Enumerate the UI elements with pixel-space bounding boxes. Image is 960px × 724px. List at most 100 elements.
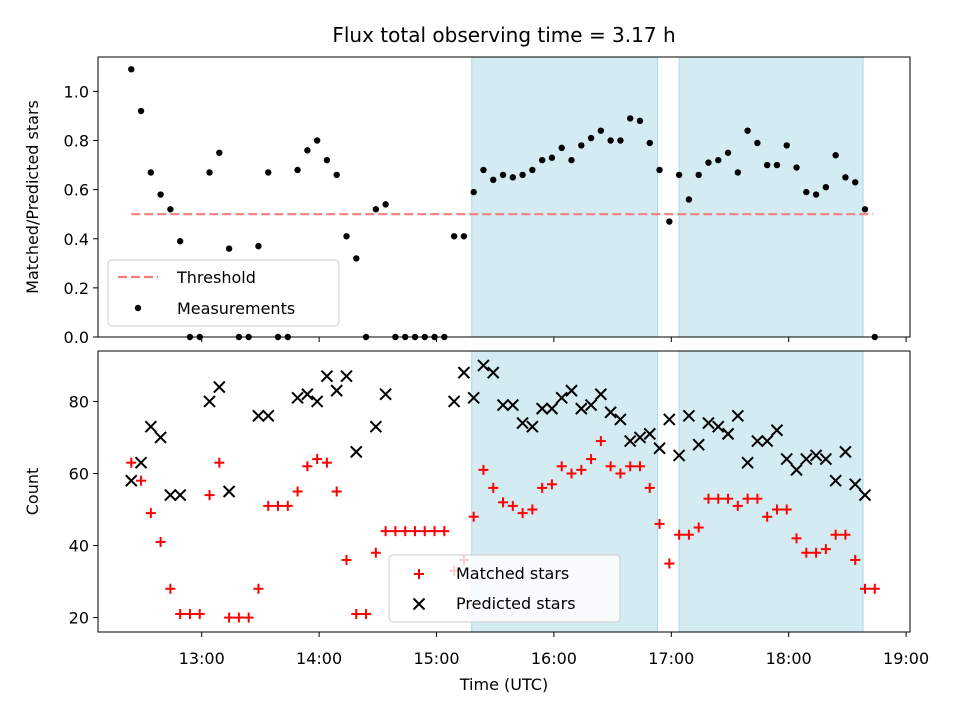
measurement-point [607,137,614,144]
measurement-point [304,147,311,154]
x-axis-ticks: 13:00 14:00 15:00 16:00 17:00 18:00 19:00 [179,649,929,668]
shaded-interval-1 [471,56,659,338]
matched-star-point [811,547,822,558]
matched-star-point [566,468,577,479]
predicted-star-point [623,434,637,448]
matched-star-point [507,500,518,511]
measurement-point [490,176,497,184]
y-tick-label: 0.2 [64,279,89,298]
matched-star-point [537,482,548,493]
predicted-star-point [555,391,568,405]
bottom-axes-frame [97,350,911,633]
shaded-interval-2 [678,350,864,633]
measurement-point [646,139,653,147]
measurement-point [783,142,790,149]
x-tick-label: 16:00 [531,649,577,668]
predicted-star-point [712,420,725,433]
predicted-star-point [839,445,852,459]
measurement-point [695,171,702,179]
matched-star-point [723,493,734,504]
measurement-point [842,174,849,181]
measurement-point [225,245,233,252]
matched-star-point [703,493,714,504]
predicted-star-point [340,370,353,383]
measurement-point [176,238,184,245]
predicted-star-point [849,478,862,491]
predicted-star-point [447,395,461,408]
matched-star-point [321,457,332,468]
predicted-star-point [467,391,480,405]
matched-star-point [859,583,870,594]
measurement-point [147,169,155,176]
matched-star-point [517,508,528,519]
matched-star-point [204,490,215,501]
matched-star-point [674,529,685,540]
predicted-star-point [330,384,343,397]
measurement-point [803,188,810,196]
matched-star-point [683,529,694,540]
predicted-star-point [222,485,236,498]
measurement-point [744,127,751,134]
matched-star-point [654,518,665,529]
matched-star-point [820,544,831,555]
predicted-star-point [663,413,676,426]
measurement-point [333,171,340,179]
matched-star-point [126,457,137,468]
matched-star-point [576,464,587,475]
predicted-star-point [800,452,813,466]
predicted-star-point [320,370,334,383]
measurement-point [538,156,546,164]
predicted-star-point [144,420,158,433]
matched-star-point [184,608,195,619]
matched-star-point [801,547,812,558]
predicted-star-point [516,416,529,430]
matched-star-point [341,554,352,565]
measurement-point [832,152,839,159]
matched-star-point [840,529,851,540]
matched-star-point [194,608,205,619]
x-axis-label: Time (UTC) [459,675,548,694]
matched-star-point [762,511,773,522]
measurement-point [519,171,526,179]
predicted-star-point [487,366,500,379]
measurement-point [499,171,507,179]
bottom-panel: 20 40 60 80 Count Matched stars Predicted star… [23,350,911,637]
matched-star-point [370,547,381,558]
matched-star-point [605,461,616,472]
predicted-star-point [829,474,842,487]
predicted-star-point [565,384,578,397]
predicted-star-point [672,449,686,462]
x-tick-label: 17:00 [648,649,694,668]
top-legend-box [107,259,340,327]
measurement-point [627,115,634,122]
matched-star-point [145,508,156,519]
measurement-point [861,206,869,213]
matched-star-point [361,608,372,619]
predicted-star-point [594,388,608,401]
matched-star-point [409,526,420,537]
measurement-point [578,142,585,149]
measurement-point [587,134,595,142]
predicted-star-point [496,398,510,412]
measurement-point [675,171,683,179]
predicted-star-point [682,409,696,423]
measurement-point [470,188,477,196]
threshold-legend-label: Threshold [176,268,256,287]
matched-star-point [400,526,411,537]
measurement-point [597,127,605,134]
predicted-star-point [575,402,588,415]
predicted-star-point [526,420,539,433]
matched-star-point [292,486,303,497]
predicted-star-point [614,413,627,426]
x-tick-label: 13:00 [179,649,225,668]
predicted-star-point [731,409,745,423]
measurement-point [724,149,732,156]
measurement-point [255,242,262,250]
matched-star-point [625,461,636,472]
measurement-point [167,206,174,213]
predicted-star-point [809,449,823,462]
predicted-legend-swatch [412,597,426,611]
matched-star-point [253,583,264,594]
predicted-star-point [633,431,647,444]
